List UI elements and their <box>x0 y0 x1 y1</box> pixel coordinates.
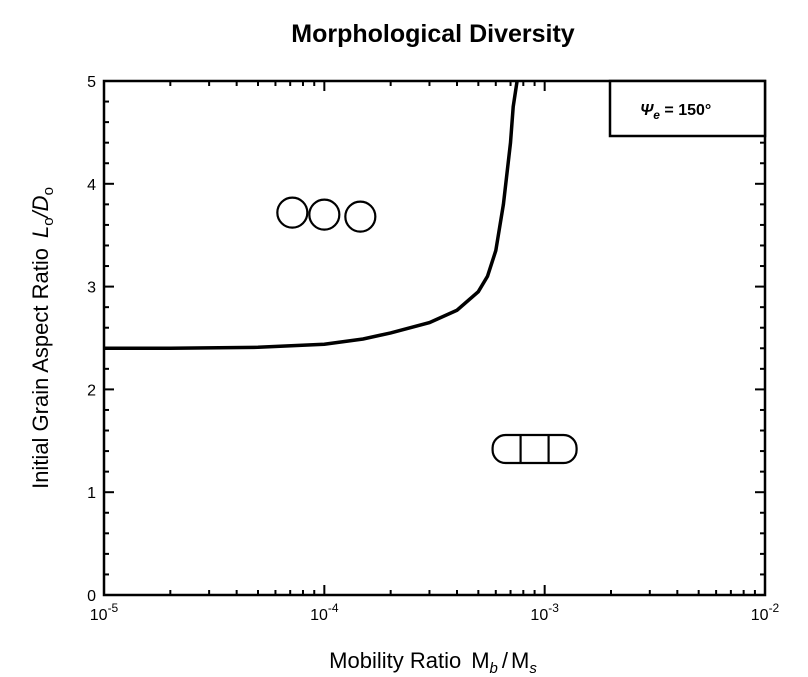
y-axis-sub2: o <box>40 187 57 195</box>
legend-subscript: e <box>653 108 660 122</box>
x-axis-var2: M <box>511 648 529 673</box>
separated-circles-glyph <box>276 196 377 233</box>
x-tick-label: 10-4 <box>310 601 339 624</box>
x-tick-label: 10-3 <box>530 601 559 624</box>
glyph-circle <box>344 200 377 233</box>
x-tick-label: 10-5 <box>90 601 119 624</box>
y-tick-label: 2 <box>87 382 96 399</box>
y-axis-sub1: o <box>40 217 57 225</box>
tick-marks <box>103 80 765 596</box>
x-axis-var1: M <box>471 648 489 673</box>
chart-title: Morphological Diversity <box>291 20 574 48</box>
y-tick-label: 4 <box>87 177 96 194</box>
tick-labels: 10-5 10-4 10-3 10-2 0 1 2 3 4 5 <box>87 74 779 624</box>
y-axis-label-text: Initial Grain Aspect Ratio <box>28 248 53 489</box>
x-axis-label: Mobility Ratio Mb / Ms <box>329 648 537 677</box>
x-axis-sep: / <box>502 648 509 673</box>
boundary-line <box>104 80 519 351</box>
svg-text:Ψe = 150°: Ψe = 150° <box>640 102 711 122</box>
legend-symbol: Ψ <box>640 102 654 119</box>
y-tick-label: 5 <box>87 74 96 91</box>
legend-box: Ψe = 150° <box>608 79 767 138</box>
x-tick-label: 10-2 <box>751 601 780 624</box>
y-axis-label: Initial Grain Aspect RatioLo/Do <box>28 187 57 489</box>
y-axis-var2: D <box>28 195 53 211</box>
connected-circles-glyph <box>491 433 578 465</box>
y-tick-label: 3 <box>87 280 96 297</box>
y-axis-sep: / <box>28 209 53 219</box>
y-axis-var1: L <box>28 226 53 238</box>
glyph-circle <box>308 198 341 231</box>
x-axis-sub2: s <box>529 660 537 677</box>
y-tick-label: 1 <box>87 485 96 502</box>
glyph-circle <box>276 196 309 229</box>
glyph-outline <box>491 433 578 465</box>
plot-frame <box>102 79 767 597</box>
y-tick-label: 0 <box>87 588 96 605</box>
x-axis-sub1: b <box>490 660 498 677</box>
legend-value: = 150° <box>660 102 711 119</box>
x-axis-label-text: Mobility Ratio <box>329 648 461 673</box>
